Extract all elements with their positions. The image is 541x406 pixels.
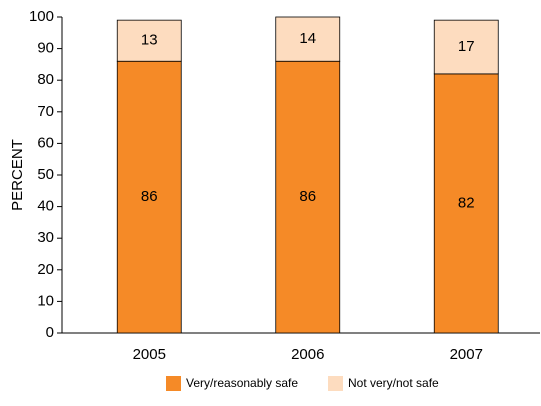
bar-segment — [433, 73, 499, 334]
y-tick-label: 0 — [46, 324, 54, 341]
bar-segment — [116, 19, 182, 62]
y-tick-label: 80 — [37, 71, 54, 88]
y-axis-label: PERCENT — [9, 139, 26, 211]
y-tick-label: 60 — [37, 134, 54, 151]
bar-segment — [275, 60, 341, 334]
data-label: 13 — [141, 32, 158, 49]
legend-swatch — [166, 376, 181, 391]
data-label: 14 — [299, 30, 316, 47]
x-tick-label: 2007 — [450, 346, 483, 363]
y-tick-label: 100 — [29, 8, 54, 25]
bar-segment — [116, 60, 182, 334]
bar-segment — [275, 16, 341, 62]
legend-label: Not very/not safe — [348, 376, 439, 390]
y-tick-label: 50 — [37, 166, 54, 183]
legend-label: Very/reasonably safe — [186, 376, 298, 390]
legend-swatch — [328, 376, 343, 391]
bar-segment — [433, 19, 499, 75]
y-tick-label: 20 — [37, 261, 54, 278]
y-tick-label: 10 — [37, 292, 54, 309]
data-label: 17 — [458, 38, 475, 55]
data-label: 82 — [458, 194, 475, 211]
y-tick-label: 90 — [37, 40, 54, 57]
x-tick-label: 2005 — [133, 346, 166, 363]
y-tick-label: 70 — [37, 103, 54, 120]
data-label: 86 — [141, 188, 158, 205]
data-label: 86 — [299, 188, 316, 205]
y-tick-label: 30 — [37, 229, 54, 246]
y-tick-label: 40 — [37, 198, 54, 215]
x-tick-label: 2006 — [291, 346, 324, 363]
